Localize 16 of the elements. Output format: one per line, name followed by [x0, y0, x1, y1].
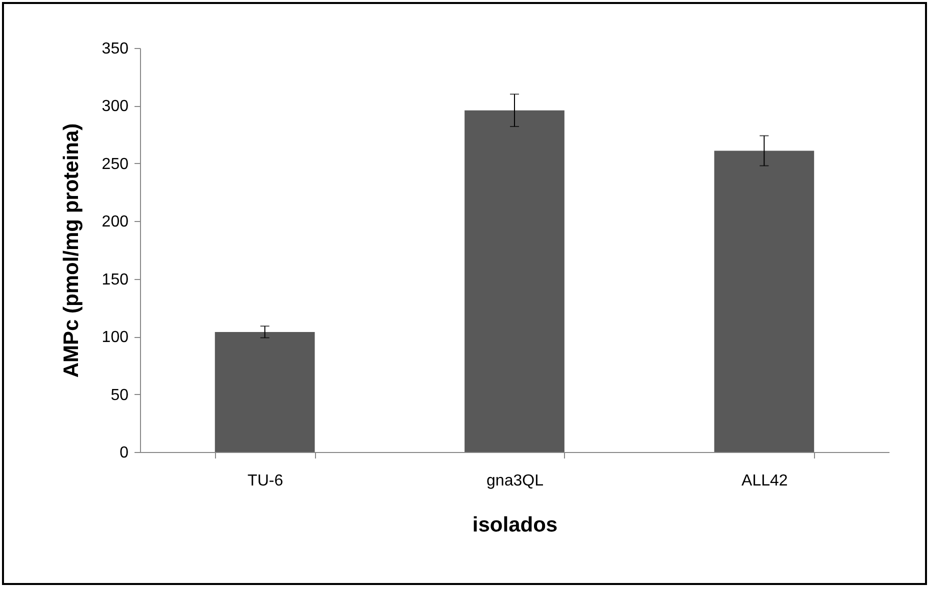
x-tick-label: TU-6	[248, 472, 284, 490]
y-tick-label: 250	[102, 156, 129, 173]
bar	[714, 150, 814, 452]
y-tick-label: 350	[102, 40, 129, 58]
y-axis-title: AMPc (pmol/mg proteina)	[60, 123, 83, 378]
x-tick-label: ALL42	[742, 472, 788, 490]
y-tick-label: 150	[102, 271, 129, 288]
y-tick-label: 50	[110, 386, 129, 404]
y-tick-label: 300	[102, 98, 129, 116]
x-axis-title: isolados	[472, 514, 558, 536]
y-tick-label: 200	[102, 214, 129, 231]
x-tick-label: gna3QL	[486, 472, 544, 490]
y-tick-label: 0	[120, 444, 129, 462]
bar	[464, 110, 564, 452]
y-tick-label: 100	[102, 329, 129, 346]
bar	[214, 332, 315, 452]
